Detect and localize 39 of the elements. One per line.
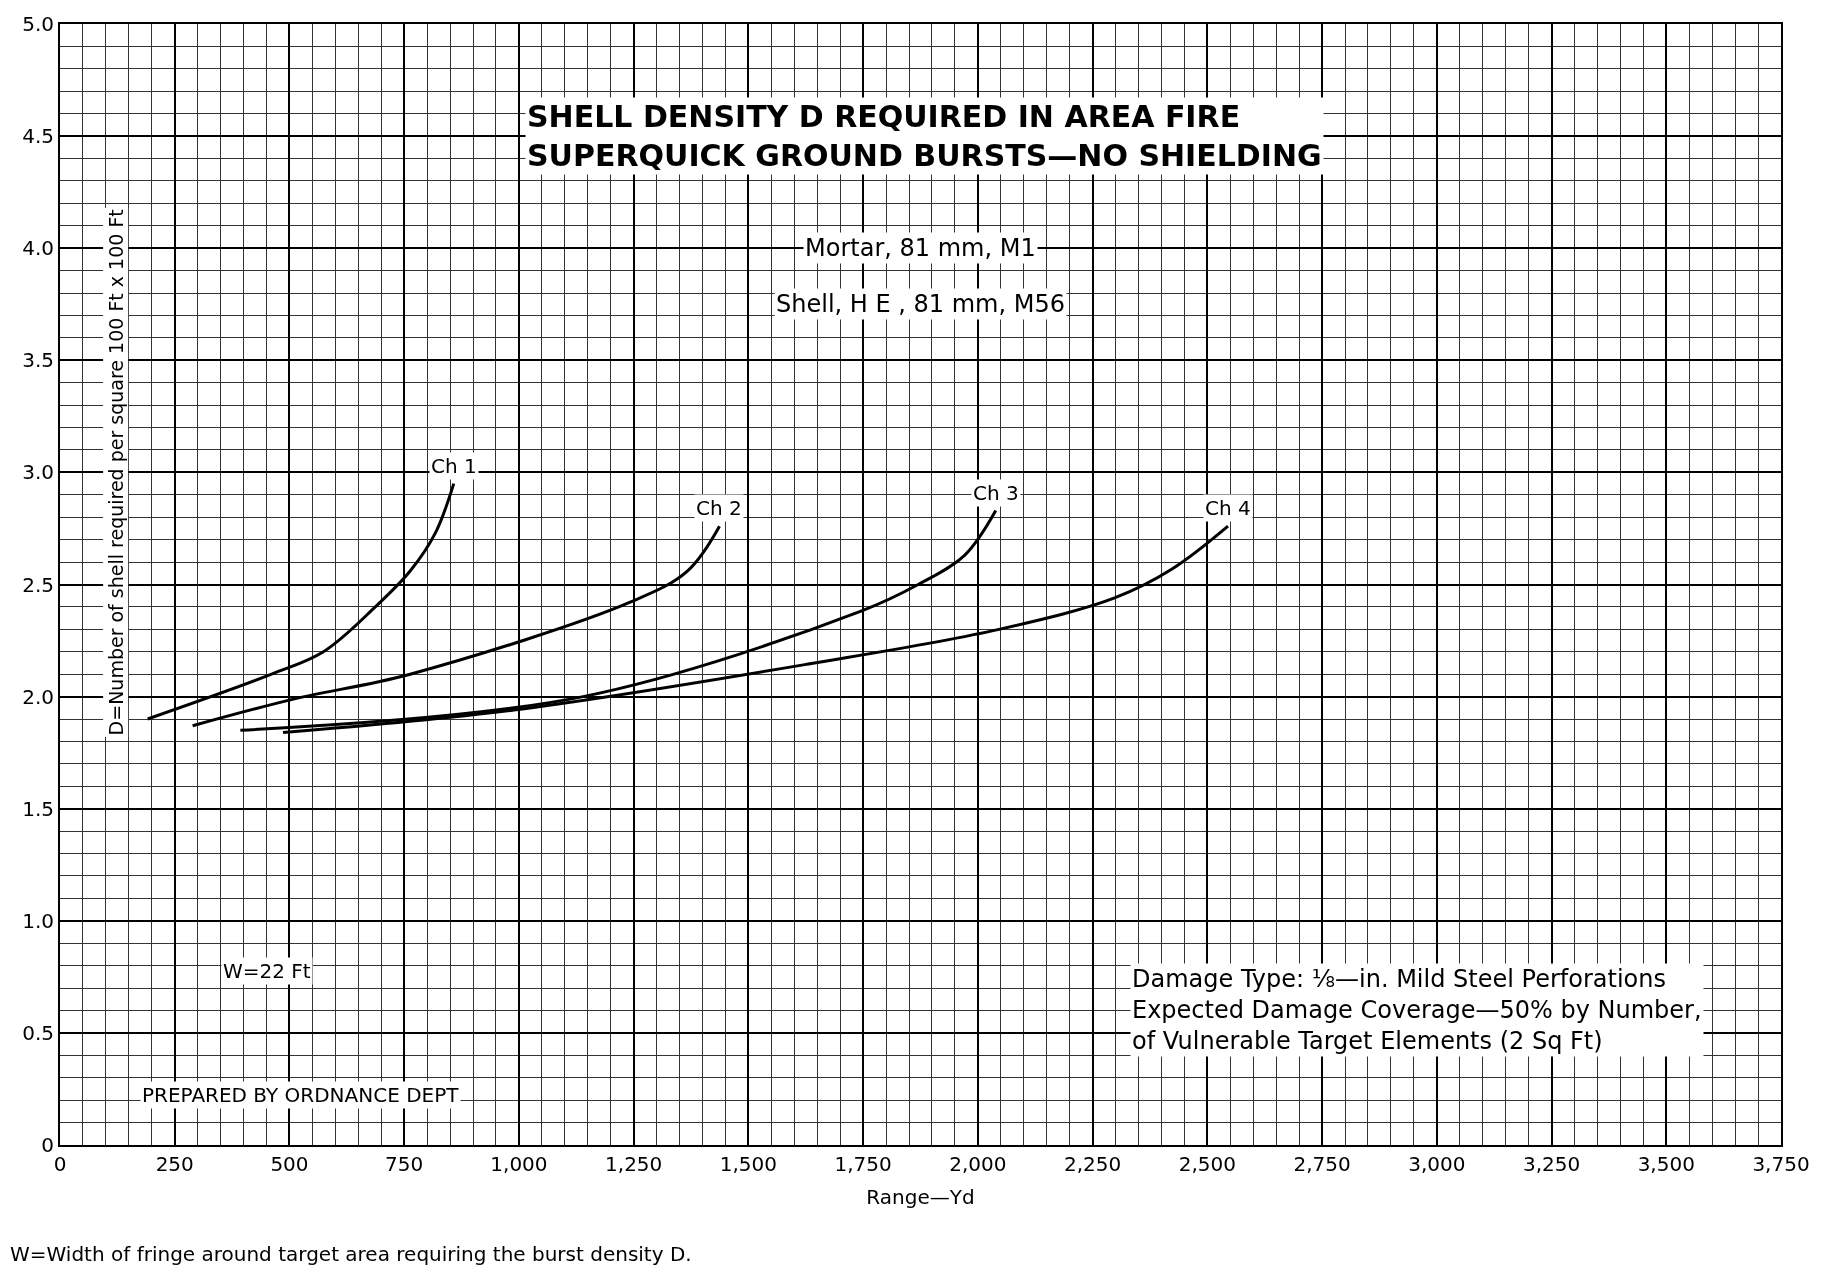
annotation: PREPARED BY ORDNANCE DEPT (142, 1083, 460, 1107)
x-tick-label: 2,250 (1063, 1152, 1122, 1176)
y-tick-label: 1.0 (22, 908, 54, 933)
x-tick-label: 750 (385, 1152, 424, 1176)
series-label: Ch 3 (973, 481, 1019, 505)
x-tick-label: 2,000 (949, 1152, 1007, 1176)
x-tick-label: 2,500 (1178, 1152, 1236, 1176)
x-tick-label: 3,500 (1637, 1152, 1695, 1176)
text: SHELL DENSITY D REQUIRED IN AREA FIRE SUPERQUICK GROUND BURSTS—NO SHIELDING (527, 99, 1322, 173)
x-tick-label: 500 (270, 1152, 309, 1176)
x-tick-label: 3,250 (1522, 1152, 1581, 1176)
y-tick-label: 2.0 (22, 684, 54, 709)
x-tick-label: 1,250 (605, 1152, 663, 1176)
annotation: W=22 Ft (223, 959, 311, 983)
series-label: Ch 4 (1205, 496, 1251, 520)
x-tick-label: 1,750 (834, 1152, 892, 1176)
y-tick-label: 3.5 (22, 348, 54, 373)
x-axis-title: Range—Yd (866, 1185, 975, 1209)
x-tick-label: 3,750 (1752, 1152, 1810, 1176)
x-tick-label: 3,000 (1408, 1152, 1466, 1176)
y-tick-label: 0 (41, 1133, 54, 1157)
y-tick-label: 3.0 (22, 460, 54, 485)
annotation: Damage Type: ⅛—in. Mild Steel Perforations Expected Damage Coverage—50% by Number, of Vulnerable Target Elements (2 Sq Ft) (1132, 965, 1702, 1056)
y-tick-label: 5.0 (22, 12, 54, 36)
series-label: Ch 1 (431, 454, 477, 478)
annotation: Shell, H E , 81 mm, M56 (776, 290, 1065, 318)
x-tick-label: 1,500 (719, 1152, 778, 1176)
y-tick-label: 4.5 (22, 124, 54, 149)
annotation: Mortar, 81 mm, M1 (805, 234, 1036, 262)
y-axis-title: D=Number of shell required per square 100 Ft x 100 Ft (104, 209, 127, 736)
y-tick-label: 2.5 (22, 572, 54, 597)
x-tick-label: 250 (155, 1152, 194, 1176)
y-tick-label: 4.0 (22, 236, 54, 261)
series-label: Ch 2 (696, 496, 742, 520)
y-tick-label: 1.5 (22, 796, 54, 821)
x-tick-label: 1,000 (490, 1152, 548, 1176)
x-tick-label: 2,750 (1293, 1152, 1351, 1176)
text: W=Width of fringe around target area requiring the burst density D. (10, 1242, 692, 1266)
y-tick-label: 0.5 (22, 1020, 54, 1045)
